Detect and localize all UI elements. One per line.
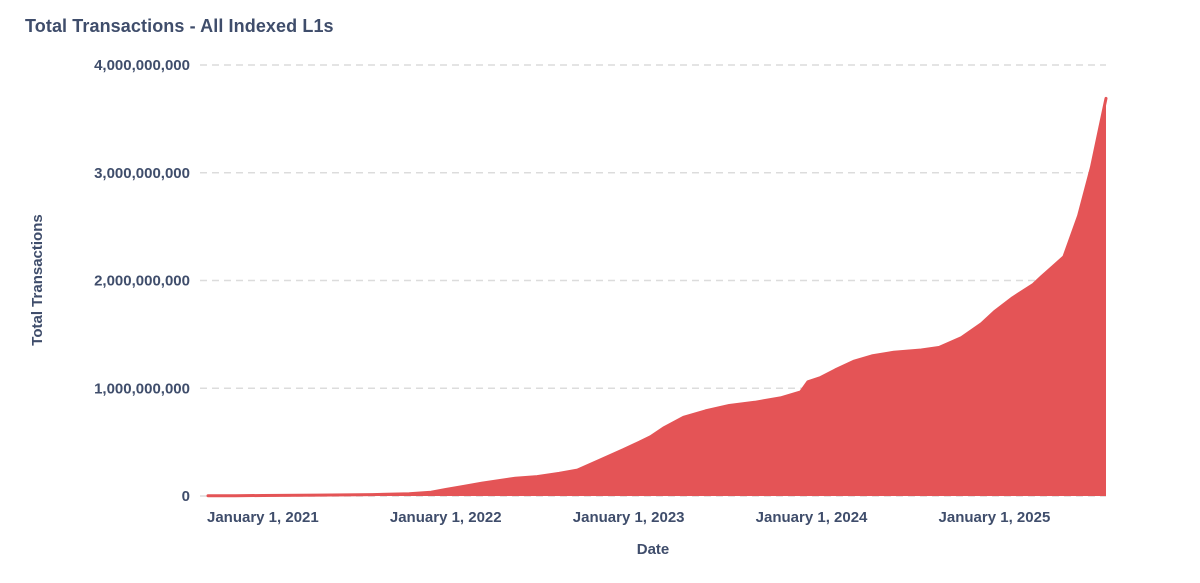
x-tick-label: January 1, 2025 (939, 509, 1051, 526)
x-tick-label: January 1, 2022 (390, 509, 502, 526)
chart-title: Total Transactions - All Indexed L1s (25, 16, 334, 36)
x-axis-title: Date (636, 541, 670, 558)
x-tick-label: January 1, 2024 (756, 509, 868, 526)
area-series-fill (208, 98, 1106, 497)
y-tick-label: 0 (182, 488, 190, 505)
x-tick-label: January 1, 2021 (207, 509, 319, 526)
y-tick-label: 3,000,000,000 (94, 165, 190, 182)
area-series-line (206, 96, 1108, 498)
y-tick-label: 1,000,000,000 (94, 380, 190, 397)
y-tick-label: 4,000,000,000 (94, 57, 190, 74)
y-axis-title: Total Transactions (29, 214, 46, 345)
x-tick-label: January 1, 2023 (573, 509, 685, 526)
y-tick-label: 2,000,000,000 (94, 273, 190, 290)
